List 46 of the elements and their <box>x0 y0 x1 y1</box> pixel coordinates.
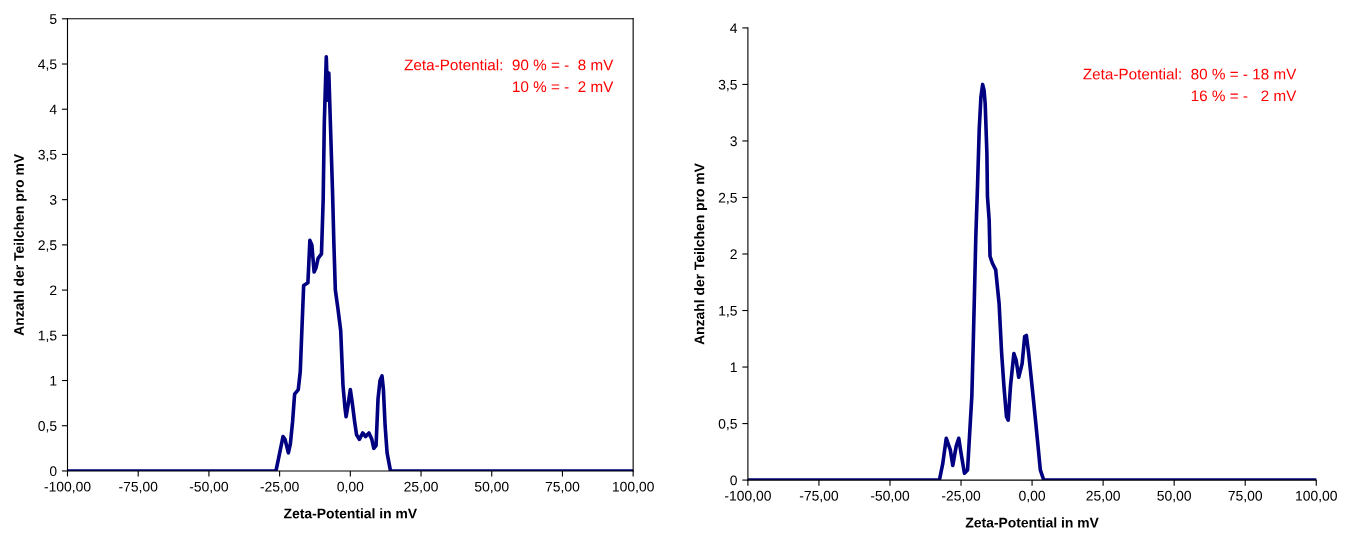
y-tick-label: 4 <box>730 23 738 33</box>
x-axis-title: Zeta-Potential in mV <box>283 508 417 519</box>
y-axis-title: Anzahl der Teilchen pro mV <box>13 154 27 336</box>
x-tick-label: 25,00 <box>404 481 438 494</box>
annotation: 10 % = - 2 mV <box>513 81 614 93</box>
x-tick-label: 25,00 <box>1086 490 1120 503</box>
y-tick-label: 0,5 <box>718 418 737 431</box>
y-tick-label: 1,5 <box>38 330 57 343</box>
annotation: Zeta-Potential: 90 % = - 8 mV <box>404 59 614 71</box>
x-tick-label: -25,00 <box>260 481 299 494</box>
x-tick-label: 75,00 <box>1228 490 1263 503</box>
x-tick-label: -100,00 <box>44 481 91 494</box>
y-tick-label: 0 <box>730 475 737 486</box>
y-tick-label: 4 <box>49 104 57 115</box>
y-tick-label: 1 <box>730 362 737 373</box>
y-tick-label: 3,5 <box>718 79 737 92</box>
y-tick-label: 2 <box>50 285 57 296</box>
x-axis-title: Zeta-Potential in mV <box>965 517 1099 528</box>
annotation: Zeta-Potential: 80 % = - 18 mV <box>1083 68 1297 80</box>
x-tick-label: 50,00 <box>1157 490 1191 503</box>
y-tick-label: 3 <box>49 194 57 205</box>
x-tick-label: -50,00 <box>189 481 229 494</box>
x-tick-label: 75,00 <box>545 481 580 494</box>
x-tick-label: -75,00 <box>119 481 158 494</box>
y-tick-label: 4,5 <box>38 59 57 71</box>
x-tick-label: 50,00 <box>474 481 509 494</box>
x-tick-label: 100,00 <box>1296 490 1337 503</box>
annotation: 16 % = - 2 mV <box>1191 90 1297 102</box>
y-tick-label: 5 <box>49 14 57 24</box>
x-tick-label: 100,00 <box>612 481 654 494</box>
x-tick-label: -100,00 <box>724 490 771 503</box>
x-tick-label: 0,00 <box>1019 490 1046 503</box>
y-tick-label: 1 <box>50 376 57 386</box>
x-tick-label: 0,00 <box>337 481 364 494</box>
y-tick-label: 3,5 <box>38 149 57 162</box>
y-tick-label: 2,5 <box>38 240 57 252</box>
x-tick-label: -50,00 <box>870 490 910 503</box>
y-tick-label: 3 <box>730 136 737 147</box>
x-tick-label: -75,00 <box>799 490 839 503</box>
y-tick-label: 0 <box>49 466 57 477</box>
x-tick-label: -25,00 <box>941 490 981 503</box>
y-tick-label: 2 <box>730 249 737 260</box>
y-tick-label: 2,5 <box>718 192 737 205</box>
y-tick-label: 0,5 <box>38 421 57 433</box>
y-tick-label: 1,5 <box>719 306 737 318</box>
y-axis-title: Anzahl der Teilchen pro mV <box>694 163 708 345</box>
